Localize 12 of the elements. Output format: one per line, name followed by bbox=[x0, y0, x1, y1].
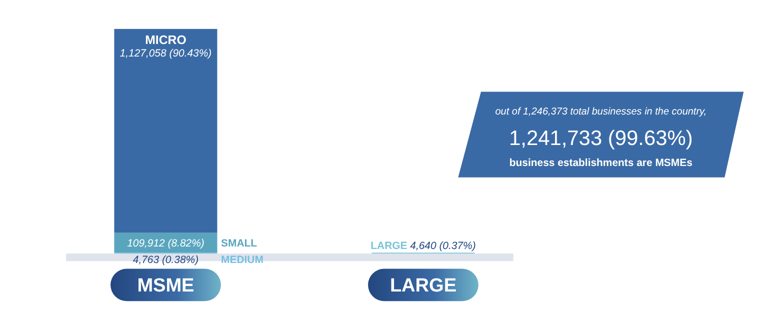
x-tick-label: MSME bbox=[137, 276, 194, 297]
series-label: MEDIUM bbox=[221, 255, 264, 266]
annotation: 1,241,733 (99.63%) bbox=[509, 127, 693, 150]
data-label: 109,912 (8.82%) bbox=[127, 238, 204, 250]
data-label: 4,763 (0.38%) bbox=[132, 255, 199, 266]
series-label: LARGE bbox=[370, 240, 410, 252]
data-label: 1,127,058 (90.43%) bbox=[120, 48, 212, 60]
data-label: 4,640 (0.37%) bbox=[410, 240, 476, 252]
series-label: SMALL bbox=[221, 238, 258, 250]
annotation: out of 1,246,373 total businesses in the country, bbox=[495, 106, 707, 118]
annotation: business establishments are MSMEs bbox=[509, 158, 693, 169]
series-label: MICRO bbox=[145, 33, 187, 48]
